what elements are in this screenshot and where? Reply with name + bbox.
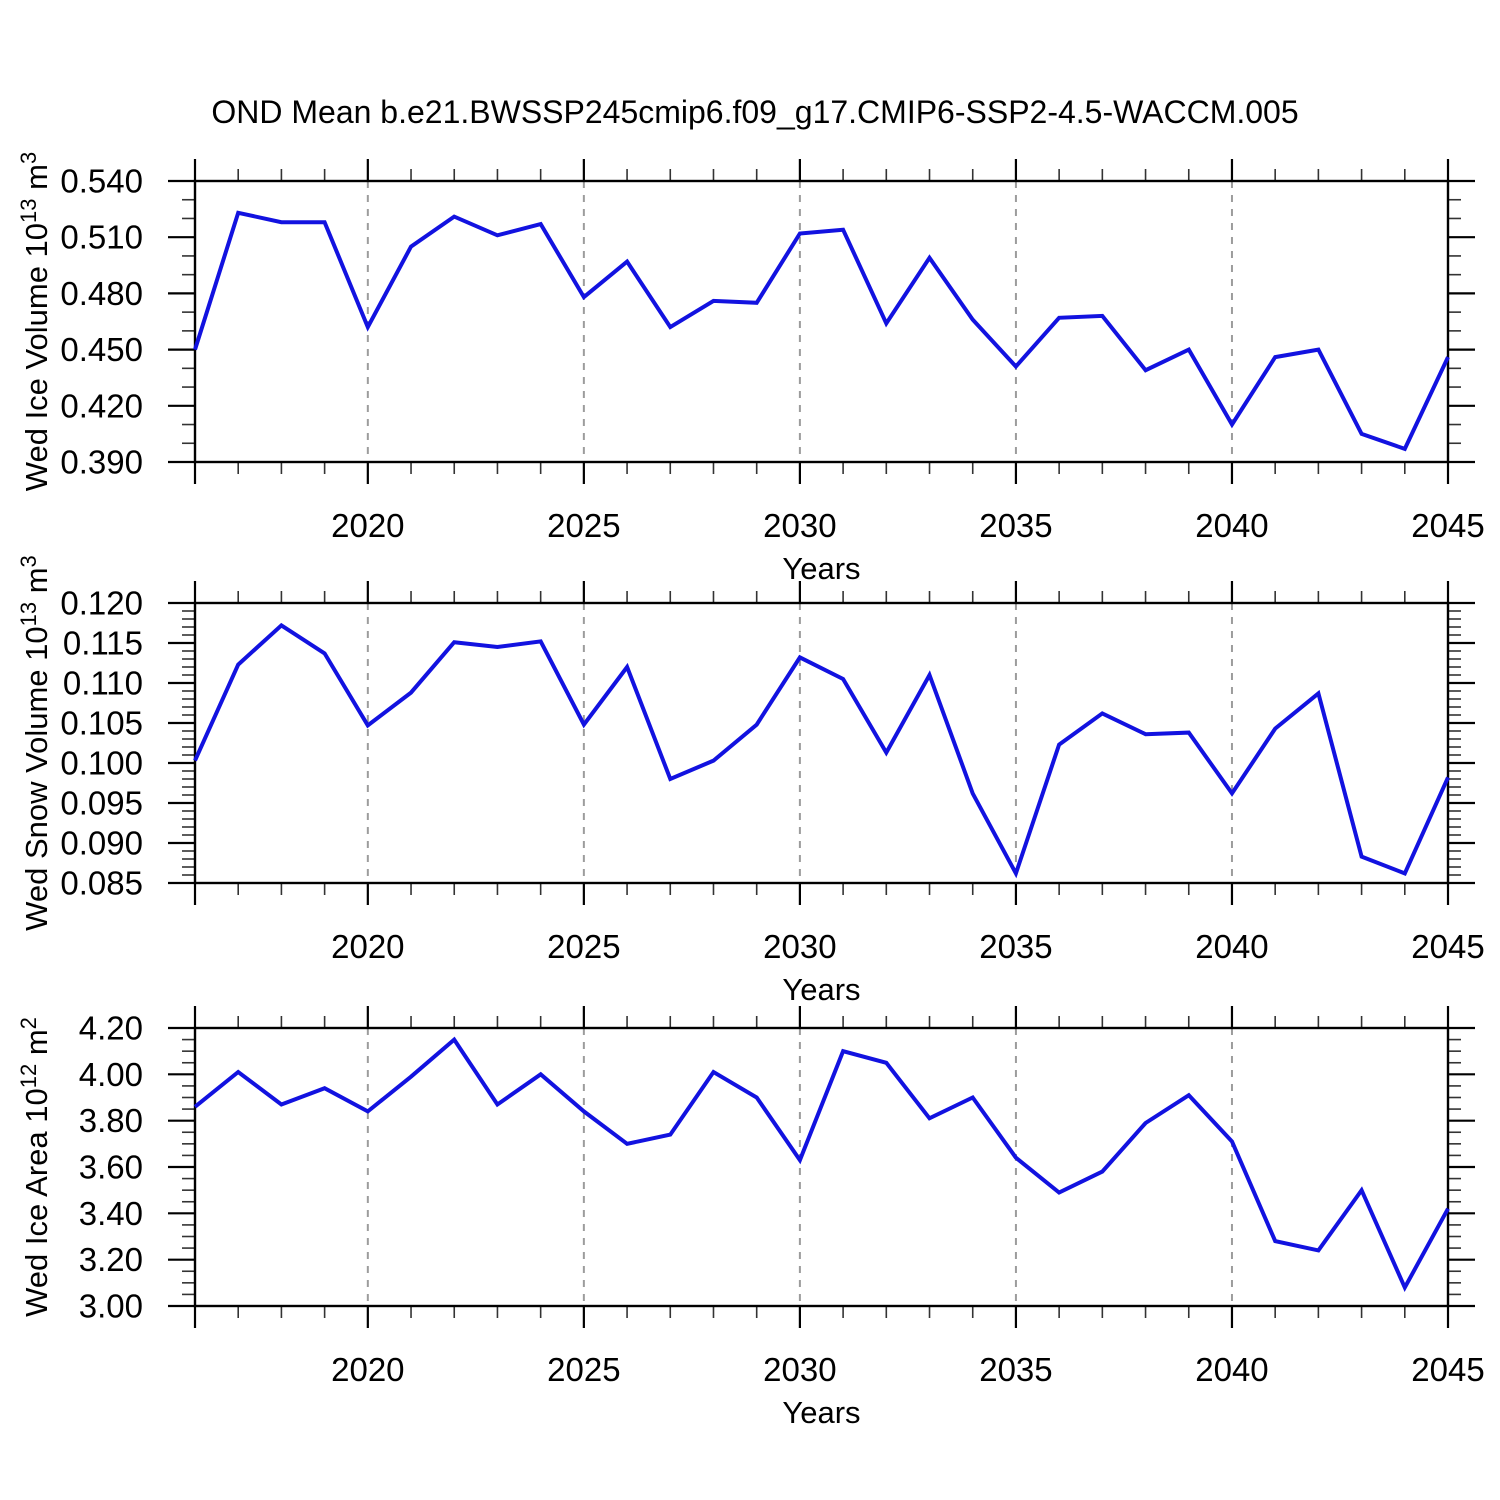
x-axis-title: Years <box>782 1395 860 1430</box>
x-tick-label: 2025 <box>547 928 620 965</box>
plot-frame <box>193 1026 1450 1308</box>
plot-frame <box>193 179 1450 464</box>
x-tick-label: 2020 <box>331 928 404 965</box>
x-tick-label: 2045 <box>1411 507 1484 544</box>
x-tick-label: 2035 <box>979 1351 1052 1388</box>
y-tick-label: 0.110 <box>63 665 143 702</box>
gridlines <box>366 1028 1233 1306</box>
y-tick-label: 0.480 <box>60 275 143 312</box>
y-tick-label: 0.105 <box>60 705 143 742</box>
panel-wed-snow-volume: 0.0850.0900.0950.1000.1050.1100.1150.120… <box>16 555 1485 1007</box>
y-tick-label: 0.090 <box>60 825 143 862</box>
y-tick-label: 3.00 <box>79 1288 143 1325</box>
x-axis-ticks <box>193 581 1450 905</box>
y-tick-label: 4.00 <box>79 1056 143 1093</box>
y-axis-title-superscript: 2 <box>16 1017 41 1029</box>
gridlines <box>366 603 1233 883</box>
panel-wed-ice-area: 3.00 3.20 3.40 3.60 3.80 4.00 4.20 2020 2025 2030… <box>16 1006 1485 1430</box>
x-tick-label: 2040 <box>1195 507 1268 544</box>
y-axis-title-superscript: 13 <box>16 198 41 222</box>
y-axis-ticks <box>168 601 1475 885</box>
x-tick-label: 2030 <box>763 507 836 544</box>
y-axis-title: Wed Ice Area 1012 m2 <box>16 1017 54 1317</box>
y-axis-title-text: m <box>19 1029 54 1063</box>
y-tick-label: 0.100 <box>60 745 143 782</box>
x-tick-label: 2040 <box>1195 928 1268 965</box>
chart-title: OND Mean b.e21.BWSSP245cmip6.f09_g17.CMI… <box>211 94 1299 130</box>
y-axis-title-text: Wed Ice Volume 10 <box>19 223 54 491</box>
panel-wed-ice-volume: 0.390 0.420 0.450 0.480 0.510 0.540 2020 2025 20… <box>16 152 1485 586</box>
y-tick-label: 0.420 <box>60 387 143 424</box>
y-tick-label: 0.085 <box>60 865 143 902</box>
x-tick-label: 2035 <box>979 928 1052 965</box>
y-tick-label: 0.450 <box>60 331 143 368</box>
y-axis-title-superscript: 3 <box>16 152 41 164</box>
y-tick-label: 0.540 <box>60 163 143 200</box>
gridlines <box>366 181 1233 462</box>
x-axis-title: Years <box>782 551 860 586</box>
y-axis-title: Wed Snow Volume 1013 m3 <box>16 555 54 931</box>
x-tick-label: 2035 <box>979 507 1052 544</box>
x-tick-label: 2030 <box>763 1351 836 1388</box>
y-tick-label: 4.20 <box>79 1010 143 1047</box>
x-axis-ticks <box>193 159 1450 484</box>
y-axis-ticks <box>168 179 1475 464</box>
x-axis-title: Years <box>782 972 860 1007</box>
y-axis-title: Wed Ice Volume 1013 m3 <box>16 152 54 491</box>
series-line <box>193 622 1450 879</box>
plot-frame <box>193 601 1450 885</box>
x-tick-label: 2030 <box>763 928 836 965</box>
y-axis-title-text: m <box>19 164 54 198</box>
x-tick-label: 2045 <box>1411 1351 1484 1388</box>
series-line <box>193 1036 1450 1293</box>
x-tick-label: 2045 <box>1411 928 1484 965</box>
x-tick-label: 2020 <box>331 507 404 544</box>
y-tick-label: 0.120 <box>60 585 143 622</box>
y-tick-label: 3.60 <box>79 1149 143 1186</box>
y-axis-title-superscript: 13 <box>16 602 41 626</box>
x-tick-label: 2025 <box>547 507 620 544</box>
y-axis-title-superscript: 12 <box>16 1064 41 1088</box>
y-tick-label: 0.115 <box>63 625 143 662</box>
y-axis-title-superscript: 3 <box>16 555 41 567</box>
x-tick-label: 2020 <box>331 1351 404 1388</box>
y-tick-label: 0.510 <box>60 219 143 256</box>
y-tick-label: 3.20 <box>79 1241 143 1278</box>
y-tick-label: 3.80 <box>79 1102 143 1139</box>
y-axis-title-text: Wed Snow Volume 10 <box>19 626 54 930</box>
series-line <box>193 210 1450 452</box>
y-tick-label: 0.390 <box>60 444 143 481</box>
x-axis-ticks <box>193 1006 1450 1328</box>
y-tick-label: 3.40 <box>79 1195 143 1232</box>
x-tick-label: 2040 <box>1195 1351 1268 1388</box>
y-tick-label: 0.095 <box>60 785 143 822</box>
y-axis-title-text: m <box>19 567 54 601</box>
x-tick-label: 2025 <box>547 1351 620 1388</box>
y-axis-title-text: Wed Ice Area 10 <box>19 1088 54 1317</box>
y-axis-ticks <box>168 1026 1475 1308</box>
